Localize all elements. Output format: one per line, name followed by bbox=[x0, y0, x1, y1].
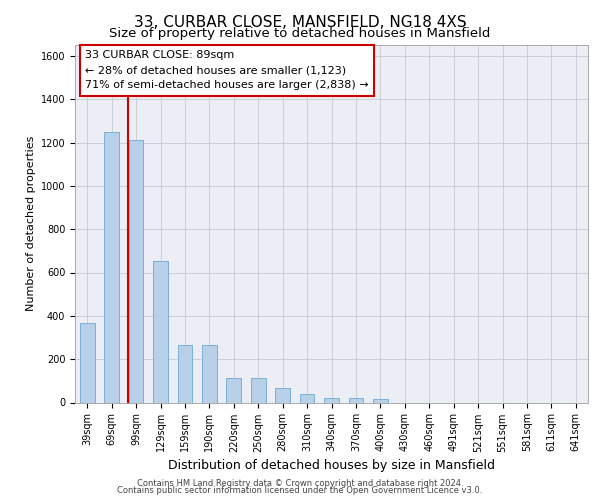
Bar bbox=[104, 132, 119, 402]
X-axis label: Distribution of detached houses by size in Mansfield: Distribution of detached houses by size … bbox=[168, 458, 495, 471]
Bar bbox=[275, 388, 290, 402]
Bar bbox=[324, 398, 339, 402]
Bar bbox=[202, 345, 217, 403]
Bar bbox=[80, 324, 95, 402]
Text: Size of property relative to detached houses in Mansfield: Size of property relative to detached ho… bbox=[109, 28, 491, 40]
Bar bbox=[251, 378, 266, 402]
Bar bbox=[129, 140, 143, 402]
Y-axis label: Number of detached properties: Number of detached properties bbox=[26, 136, 37, 312]
Bar bbox=[349, 398, 363, 402]
Text: 33, CURBAR CLOSE, MANSFIELD, NG18 4XS: 33, CURBAR CLOSE, MANSFIELD, NG18 4XS bbox=[134, 15, 466, 30]
Bar bbox=[178, 345, 192, 403]
Bar bbox=[153, 260, 168, 402]
Text: 33 CURBAR CLOSE: 89sqm
← 28% of detached houses are smaller (1,123)
71% of semi-: 33 CURBAR CLOSE: 89sqm ← 28% of detached… bbox=[85, 50, 369, 90]
Text: Contains HM Land Registry data © Crown copyright and database right 2024.: Contains HM Land Registry data © Crown c… bbox=[137, 478, 463, 488]
Bar bbox=[226, 378, 241, 402]
Bar bbox=[300, 394, 314, 402]
Bar bbox=[373, 399, 388, 402]
Text: Contains public sector information licensed under the Open Government Licence v3: Contains public sector information licen… bbox=[118, 486, 482, 495]
